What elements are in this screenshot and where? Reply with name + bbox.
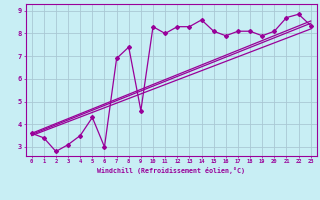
- X-axis label: Windchill (Refroidissement éolien,°C): Windchill (Refroidissement éolien,°C): [97, 167, 245, 174]
